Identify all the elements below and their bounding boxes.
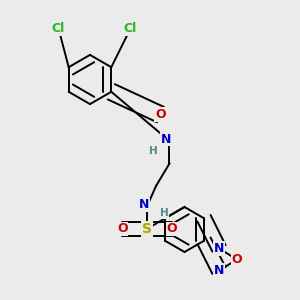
- Text: N: N: [139, 198, 149, 212]
- Text: N: N: [161, 133, 171, 146]
- Text: S: S: [142, 222, 152, 236]
- Text: N: N: [214, 242, 224, 255]
- Text: Cl: Cl: [52, 22, 65, 35]
- Text: N: N: [214, 264, 224, 277]
- Text: O: O: [166, 222, 177, 236]
- Text: O: O: [155, 108, 166, 121]
- Text: Cl: Cl: [124, 22, 137, 35]
- Text: O: O: [232, 253, 242, 266]
- Text: H: H: [160, 208, 169, 218]
- Text: O: O: [117, 222, 128, 236]
- Text: H: H: [148, 146, 158, 157]
